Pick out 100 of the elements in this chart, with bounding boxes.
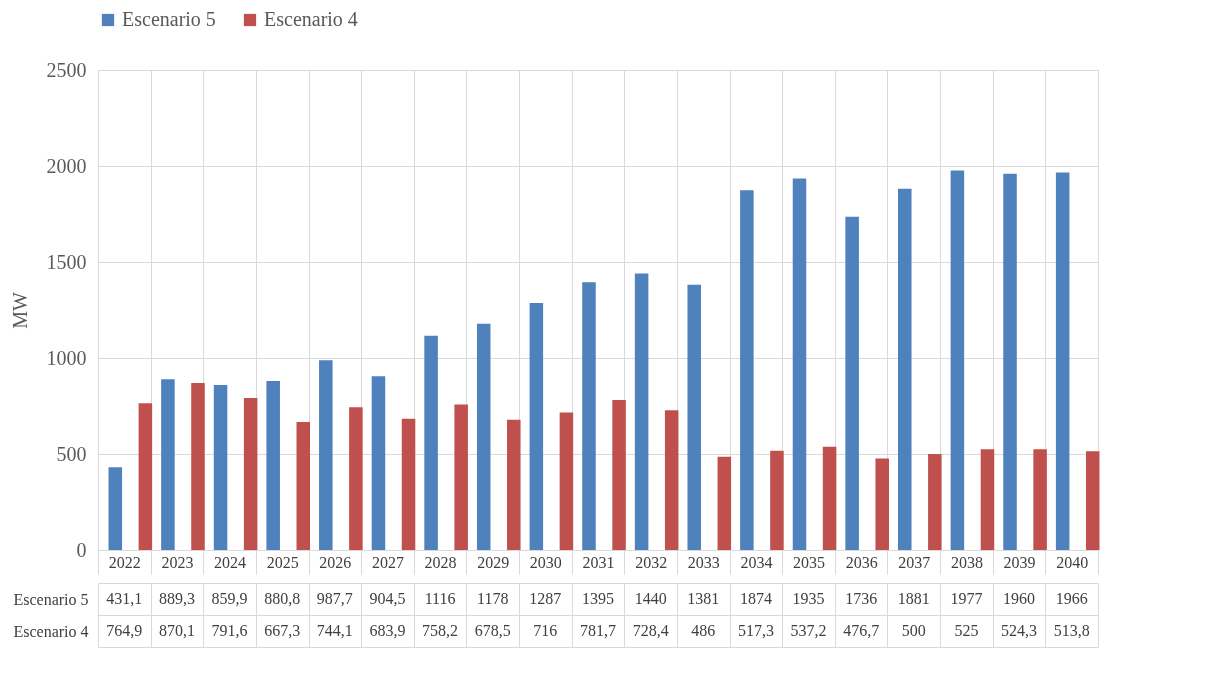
data-label: 1178 — [477, 590, 509, 607]
bar — [612, 399, 626, 550]
data-label: 987,7 — [316, 590, 353, 607]
bar — [770, 450, 784, 550]
text: Escenario 4 — [13, 622, 89, 640]
data-label: 716 — [533, 622, 558, 639]
bar — [213, 384, 228, 550]
data-label: 431,1 — [106, 590, 143, 607]
bar — [822, 446, 837, 550]
bar — [191, 382, 205, 550]
x-tick-label: 2035 — [793, 553, 826, 571]
x-tick-label: 2022 — [108, 553, 141, 571]
data-label: 524,3 — [1001, 622, 1038, 639]
x-tick-label: 2033 — [687, 553, 720, 571]
x-tick-label: 2025 — [266, 553, 299, 571]
x-tick-label: 2036 — [845, 553, 878, 571]
bar — [424, 335, 438, 550]
data-label: 1395 — [582, 590, 614, 607]
bar — [476, 323, 491, 550]
data-label: 1874 — [739, 590, 772, 607]
data-label: 791,6 — [211, 622, 248, 639]
y-tick-label: 0 — [76, 538, 87, 561]
bar — [875, 458, 889, 550]
y-tick-label: 1500 — [46, 250, 87, 273]
bar — [582, 282, 596, 550]
bar — [161, 379, 175, 550]
x-tick-label: 2030 — [529, 553, 562, 571]
bar — [266, 380, 280, 550]
data-label: 537,2 — [790, 622, 827, 639]
bar — [296, 421, 311, 550]
data-label: 667,3 — [264, 622, 301, 639]
bar — [634, 273, 649, 550]
y-tick-label: 2500 — [46, 58, 87, 81]
x-tick-label: 2037 — [898, 553, 931, 571]
bar — [898, 188, 912, 550]
bar — [507, 419, 521, 550]
bar — [559, 412, 574, 550]
x-tick-label: 2039 — [1003, 553, 1036, 571]
data-label: 744,1 — [316, 622, 353, 639]
data-label: 1287 — [529, 590, 562, 607]
data-label: 500 — [901, 622, 926, 639]
data-label: 889,3 — [158, 590, 195, 607]
y-tick-label: 1000 — [46, 346, 87, 369]
y-tick-label: 500 — [56, 442, 87, 465]
bar — [664, 410, 679, 550]
bar — [371, 376, 386, 550]
x-tick-label: 2023 — [161, 553, 194, 571]
y-tick-label: 2000 — [46, 154, 87, 177]
data-label: 758,2 — [422, 622, 459, 639]
data-label: 870,1 — [158, 622, 195, 639]
data-label: 1881 — [897, 590, 930, 607]
bar — [845, 216, 859, 550]
x-tick-label: 2028 — [424, 553, 457, 571]
bar — [1055, 172, 1070, 550]
bar — [740, 190, 754, 550]
data-label: 1440 — [634, 590, 667, 607]
bar — [717, 456, 732, 550]
data-label: 728,4 — [632, 622, 669, 639]
data-label: 1960 — [1003, 590, 1036, 607]
x-tick-label: 2027 — [371, 553, 404, 571]
data-label: 1935 — [792, 590, 825, 607]
data-label: 880,8 — [264, 590, 301, 607]
data-label: 1381 — [687, 590, 720, 607]
data-label: 764,9 — [106, 622, 143, 639]
bar — [1003, 173, 1017, 550]
y-axis-title: MW — [8, 292, 31, 329]
data-label: 781,7 — [580, 622, 616, 639]
x-tick-label: 2034 — [740, 553, 773, 571]
data-label: 517,3 — [737, 622, 774, 639]
bar — [950, 170, 965, 550]
data-label: 525 — [954, 622, 979, 639]
legend-label: Escenario 5 — [122, 8, 216, 30]
legend-label: Escenario 4 — [264, 8, 358, 30]
bar — [243, 398, 258, 550]
bar — [1085, 451, 1100, 550]
bar — [529, 302, 544, 550]
data-label: 904,5 — [369, 590, 406, 607]
x-tick-label: 2024 — [214, 553, 247, 571]
x-tick-label: 2031 — [582, 553, 615, 571]
bar — [138, 403, 153, 550]
data-label: 486 — [691, 622, 716, 639]
x-tick-label: 2029 — [477, 553, 510, 571]
bar — [687, 284, 702, 550]
bar — [401, 418, 416, 550]
x-tick-label: 2032 — [635, 553, 668, 571]
bar — [792, 178, 807, 550]
bar — [108, 467, 123, 550]
bar — [928, 454, 942, 550]
bar — [1033, 449, 1047, 550]
data-label: 1977 — [950, 590, 983, 607]
data-label: 859,9 — [211, 590, 248, 607]
text: Escenario 5 — [13, 590, 89, 608]
x-tick-label: 2026 — [319, 553, 352, 571]
bar — [319, 360, 333, 550]
data-label: 1116 — [424, 590, 456, 607]
data-label: 1736 — [845, 590, 878, 607]
data-label: 513,8 — [1053, 622, 1090, 639]
bar — [980, 449, 995, 550]
bar — [454, 404, 468, 550]
x-tick-label: 2038 — [950, 553, 983, 571]
